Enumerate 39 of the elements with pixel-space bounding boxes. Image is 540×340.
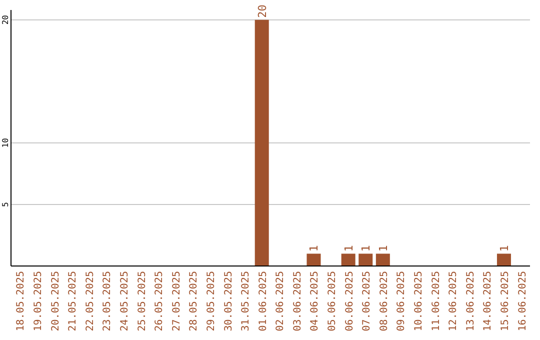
x-tick-label: 25.05.2025 — [136, 271, 148, 332]
x-tick-label: 01.06.2025 — [258, 271, 269, 332]
x-tick-label: 03.06.2025 — [292, 271, 304, 332]
y-tick-label: 20 — [1, 14, 10, 25]
x-tick-label: 27.05.2025 — [171, 271, 182, 332]
x-tick-label: 23.05.2025 — [102, 271, 114, 332]
x-tick-label: 29.05.2025 — [206, 271, 217, 332]
x-tick-label: 13.06.2025 — [465, 271, 476, 332]
x-tick-label: 22.05.2025 — [84, 271, 96, 332]
data-label: 1 — [342, 245, 356, 252]
x-tick-label: 31.05.2025 — [240, 271, 252, 332]
x-tick-label: 04.06.2025 — [310, 271, 321, 332]
x-tick-label: 19.05.2025 — [33, 271, 44, 332]
x-tick-label: 18.05.2025 — [16, 271, 27, 332]
x-tick-label: 08.06.2025 — [378, 271, 390, 332]
x-tick-label: 24.05.2025 — [120, 271, 130, 332]
data-label: 20 — [256, 4, 269, 18]
data-label: 1 — [376, 245, 390, 252]
x-tick-label: 14.06.2025 — [482, 271, 494, 332]
data-label: 1 — [360, 245, 373, 252]
x-tick-label: 15.06.2025 — [500, 271, 511, 332]
x-tick-label: 05.06.2025 — [327, 271, 338, 332]
x-tick-label: 16.06.2025 — [517, 271, 528, 332]
x-tick-label: 21.05.2025 — [68, 271, 79, 332]
x-tick-label: 06.06.2025 — [344, 271, 356, 332]
x-tick-label: 30.05.2025 — [223, 271, 234, 332]
x-tick-label: 26.05.2025 — [154, 271, 166, 332]
y-tick-label: 5 — [1, 202, 10, 207]
x-tick-label: 10.06.2025 — [414, 271, 424, 332]
x-tick-label: 07.06.2025 — [362, 271, 373, 332]
x-tick-label: 09.06.2025 — [396, 271, 408, 332]
x-tick-label: 02.06.2025 — [275, 271, 286, 332]
x-tick-label: 28.05.2025 — [188, 271, 200, 332]
y-tick-label: 10 — [1, 138, 10, 148]
data-label: 1 — [498, 245, 511, 252]
x-tick-label: 12.06.2025 — [448, 271, 460, 332]
x-tick-label: 11.06.2025 — [430, 271, 442, 332]
x-tick-label: 20.05.2025 — [50, 271, 62, 332]
data-label: 1 — [308, 245, 321, 252]
